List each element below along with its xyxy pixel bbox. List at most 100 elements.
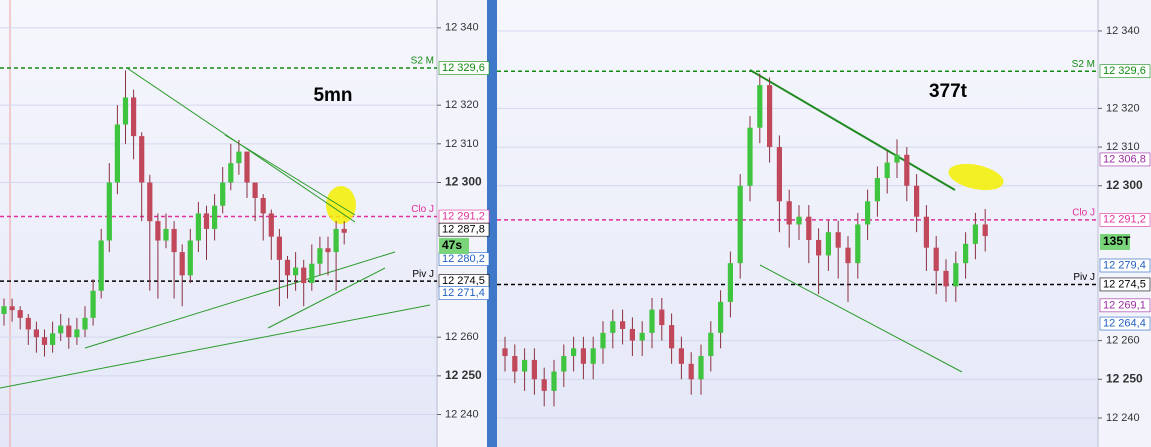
y-tick-label: 12 250 xyxy=(1106,371,1143,385)
candle-body xyxy=(58,325,64,334)
candle-body xyxy=(90,290,96,318)
candle-body xyxy=(541,379,547,391)
candle-body xyxy=(551,371,557,391)
candle-body xyxy=(139,136,145,183)
candle-body xyxy=(325,248,331,253)
candle-body xyxy=(82,317,88,330)
candle-body xyxy=(933,247,939,271)
candle-body xyxy=(571,348,577,357)
chart-title: 377t xyxy=(929,81,968,102)
candle-body xyxy=(718,301,724,333)
candle-body xyxy=(33,329,39,338)
countdown: 47s xyxy=(442,238,462,252)
trendline xyxy=(749,69,956,191)
y-tick-label: 12 310 xyxy=(1106,141,1140,153)
candle-body xyxy=(914,185,920,217)
price-tag-label: 12 274,5 xyxy=(1103,278,1146,290)
candle-body xyxy=(195,213,201,241)
price-tag-label: 12 287,8 xyxy=(442,224,485,236)
price-tag-label: 12 329,6 xyxy=(1103,65,1146,77)
price-tag xyxy=(1099,298,1151,313)
price-tag-label: 12 279,4 xyxy=(1103,259,1146,271)
y-tick-label: 12 240 xyxy=(1106,412,1140,424)
price-tag-label: 12 274,5 xyxy=(442,275,485,287)
candle-body xyxy=(41,337,48,345)
drawings xyxy=(0,67,1004,389)
price-tag xyxy=(1099,258,1151,273)
candle-body xyxy=(203,213,210,229)
candle-body xyxy=(904,154,910,186)
candle-body xyxy=(268,213,274,237)
price-tag-label: 12 280,2 xyxy=(442,253,485,265)
candle-body xyxy=(163,228,169,241)
price-tag xyxy=(1099,316,1151,331)
candle-body xyxy=(147,182,153,222)
candle-body xyxy=(610,321,616,333)
candle-body xyxy=(341,228,347,233)
y-tick-label: 12 300 xyxy=(1106,178,1143,192)
candle-body xyxy=(600,332,606,349)
candle-body xyxy=(620,321,626,329)
price-tag-label: 12 306,8 xyxy=(1103,153,1146,165)
candle-body xyxy=(796,216,802,225)
candle-body xyxy=(66,325,72,338)
candle-body xyxy=(972,224,978,244)
y-tick-label: 12 310 xyxy=(445,138,479,150)
candle-body xyxy=(284,259,291,276)
candle-body xyxy=(580,348,586,364)
price-tag xyxy=(1099,277,1151,292)
candle-body xyxy=(835,232,841,248)
candle-body xyxy=(825,232,831,256)
price-tag-label: 12 269,1 xyxy=(1103,299,1146,311)
candle-body xyxy=(923,216,929,248)
y-tick-label: 12 320 xyxy=(1106,102,1140,114)
level-name: Piv J xyxy=(412,269,434,280)
price-tag xyxy=(438,222,490,237)
candle-body xyxy=(512,356,518,372)
candle-body xyxy=(678,348,684,364)
candle-body xyxy=(187,240,193,276)
candle-body xyxy=(122,97,129,125)
candle-body xyxy=(301,267,307,284)
y-tick-label: 12 320 xyxy=(445,99,479,111)
y-tick-label: 12 340 xyxy=(445,22,479,34)
candle-body xyxy=(747,127,753,186)
candle-body xyxy=(276,236,282,260)
price-tag-label: 12 271,4 xyxy=(442,287,485,299)
candle-body xyxy=(865,201,871,225)
candle-body xyxy=(884,162,890,179)
candle-body xyxy=(212,205,218,229)
candle-body xyxy=(561,356,567,372)
price-tag xyxy=(1099,152,1151,167)
highlight xyxy=(326,186,356,224)
candle-body xyxy=(767,85,773,148)
candle-body xyxy=(943,270,949,287)
candle-body xyxy=(17,310,23,318)
candle-body xyxy=(590,348,596,364)
candle-body xyxy=(629,328,635,341)
candle-body xyxy=(179,252,185,276)
candle-body xyxy=(531,359,537,380)
candle-body xyxy=(522,359,528,372)
y-tick-label: 12 250 xyxy=(445,368,482,382)
countdown: 135T xyxy=(1103,234,1131,248)
trendline xyxy=(84,251,396,349)
candle-body xyxy=(50,333,56,345)
price-tag xyxy=(438,286,490,300)
countdown-box xyxy=(1100,234,1130,250)
price-tag-label: 12 329,6 xyxy=(442,62,485,74)
divider xyxy=(487,0,497,447)
candle-body xyxy=(649,309,655,333)
candle-body xyxy=(776,147,782,202)
candle-body xyxy=(260,197,266,214)
candle-body xyxy=(252,182,258,198)
y-tick-label: 12 260 xyxy=(1106,334,1140,346)
candle-body xyxy=(727,263,733,302)
left-plot-bg xyxy=(0,0,437,447)
candle-body xyxy=(845,247,851,264)
y-tick-label: 12 340 xyxy=(1106,25,1140,37)
price-tag xyxy=(1099,213,1151,227)
price-tag xyxy=(438,61,490,75)
highlight xyxy=(948,163,1004,191)
